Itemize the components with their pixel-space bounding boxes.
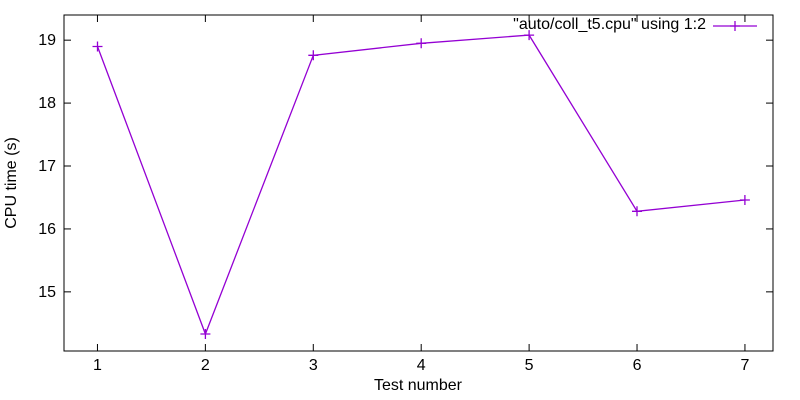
y-tick-label: 16 bbox=[38, 221, 56, 238]
x-tick-label: 6 bbox=[633, 357, 642, 374]
x-axis-title: Test number bbox=[374, 377, 463, 394]
x-tick-label: 3 bbox=[309, 357, 318, 374]
x-tick-label: 4 bbox=[417, 357, 426, 374]
legend-label: "auto/coll_t5.cpu" using 1:2 bbox=[513, 16, 706, 33]
x-tick-label: 7 bbox=[740, 357, 749, 374]
y-tick-label: 18 bbox=[38, 95, 56, 112]
y-tick-label: 17 bbox=[38, 158, 56, 175]
data-line bbox=[96, 34, 745, 336]
y-tick-label: 15 bbox=[38, 284, 56, 301]
y-tick-label: 19 bbox=[38, 32, 56, 49]
x-tick-label: 1 bbox=[93, 357, 102, 374]
y-axis-title: CPU time (s) bbox=[3, 137, 20, 229]
data-point-markers bbox=[92, 30, 750, 339]
legend-sample-marker bbox=[730, 21, 740, 31]
plot-border bbox=[63, 14, 774, 352]
x-tick-label: 2 bbox=[201, 357, 210, 374]
x-tick-label: 5 bbox=[525, 357, 534, 374]
